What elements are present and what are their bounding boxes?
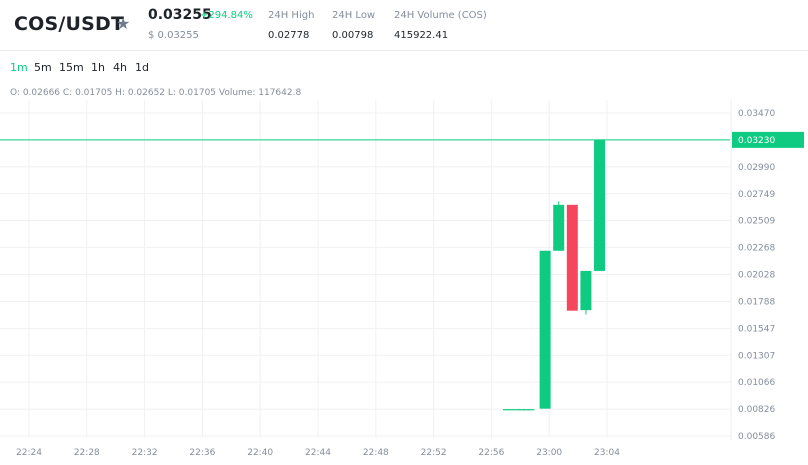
candle-body	[566, 204, 578, 311]
last-price: 0.03255	[148, 7, 212, 23]
stat-high-label: 24H High	[268, 10, 315, 21]
x-tick-label: 22:52	[421, 448, 447, 458]
candle-body	[553, 204, 565, 251]
y-tick-label: 0.03470	[738, 109, 775, 119]
candle-body	[513, 409, 525, 411]
current-price-tag	[732, 131, 804, 148]
x-tick-label: 22:32	[132, 448, 158, 458]
y-tick-label: 0.02749	[738, 190, 775, 200]
candle-body	[594, 139, 606, 271]
stat-high-value: 0.02778	[268, 30, 310, 41]
x-tick-label: 22:48	[363, 448, 389, 458]
stat-volume-label: 24H Volume (COS)	[394, 10, 487, 21]
x-tick-label: 23:00	[536, 448, 562, 458]
x-tick-label: 22:28	[74, 448, 100, 458]
candlestick-chart[interactable]: 0.03470 0.03230 0.02990 0.02749 0.02509 0.022…	[0, 100, 808, 465]
y-tick-label: 0.02509	[738, 217, 775, 227]
interval-1m[interactable]: 1m	[10, 61, 28, 74]
market-header: COS/USDT ★ 0.03255 +294.84% $ 0.03255 24…	[0, 0, 808, 51]
candle-body	[502, 409, 514, 411]
y-tick-label: 0.01547	[738, 324, 775, 334]
x-tick-label: 22:40	[247, 448, 273, 458]
y-tick-label: 0.01066	[738, 378, 775, 388]
stat-low-value: 0.00798	[332, 30, 374, 41]
x-tick-label: 22:36	[189, 448, 215, 458]
x-tick-label: 22:24	[16, 448, 42, 458]
x-tick-label: 22:44	[305, 448, 331, 458]
stat-low-label: 24H Low	[332, 10, 376, 21]
y-tick-label: 0.00826	[738, 405, 775, 415]
x-tick-label: 22:56	[478, 448, 504, 458]
y-tick-label: 0.01788	[738, 297, 775, 307]
y-tick-label: 0.02268	[738, 244, 775, 254]
y-tick-label: 0.01307	[738, 351, 775, 361]
stat-volume-value: 415922.41	[394, 30, 449, 41]
candle-body	[539, 250, 551, 409]
interval-1d[interactable]: 1d	[135, 61, 149, 74]
interval-15m[interactable]: 15m	[59, 61, 84, 74]
favorite-star-icon[interactable]: ★	[116, 14, 131, 33]
interval-5m[interactable]: 5m	[34, 61, 52, 74]
interval-4h[interactable]: 4h	[113, 61, 127, 74]
y-tick-label: 0.00586	[738, 432, 775, 442]
price-usd: $ 0.03255	[148, 30, 199, 41]
pair-title: COS/USDT	[14, 13, 125, 35]
candle-body	[580, 270, 592, 311]
candle-body	[523, 409, 535, 411]
y-tick-label: 0.02990	[738, 163, 775, 173]
y-tick-label: 0.02028	[738, 271, 775, 281]
interval-1h[interactable]: 1h	[91, 61, 105, 74]
ohlc-readout: O: 0.02666 C: 0.01705 H: 0.02652 L: 0.01…	[10, 88, 302, 98]
x-tick-label: 23:04	[594, 448, 620, 458]
price-change-percent: +294.84%	[200, 10, 253, 21]
current-price-label: 0.03230	[738, 136, 775, 146]
